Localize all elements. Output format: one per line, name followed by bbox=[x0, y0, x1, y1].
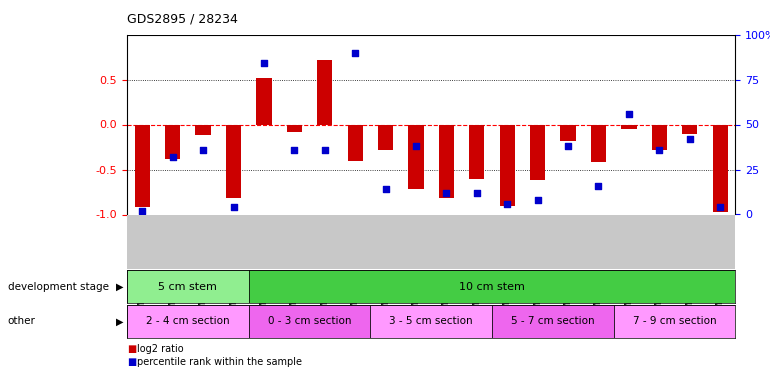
Text: ▶: ▶ bbox=[116, 282, 123, 292]
Bar bbox=[614, 305, 735, 338]
Bar bbox=[135, 124, 150, 207]
Bar bbox=[196, 124, 211, 135]
Text: 10 cm stem: 10 cm stem bbox=[459, 282, 525, 292]
Text: 7 - 9 cm section: 7 - 9 cm section bbox=[633, 316, 716, 326]
Bar bbox=[500, 124, 515, 206]
Point bbox=[288, 147, 300, 153]
Text: GDS2895 / 28234: GDS2895 / 28234 bbox=[127, 12, 238, 25]
Point bbox=[380, 186, 392, 192]
Point bbox=[440, 190, 453, 196]
Point bbox=[501, 201, 514, 207]
Point bbox=[714, 204, 726, 210]
Bar bbox=[621, 124, 637, 129]
Text: 5 cm stem: 5 cm stem bbox=[159, 282, 217, 292]
Bar bbox=[651, 124, 667, 150]
Text: development stage: development stage bbox=[8, 282, 109, 292]
Text: 2 - 4 cm section: 2 - 4 cm section bbox=[146, 316, 229, 326]
Bar bbox=[439, 124, 454, 198]
Bar bbox=[469, 124, 484, 178]
Bar bbox=[226, 124, 241, 198]
Bar bbox=[712, 124, 728, 212]
Text: ■: ■ bbox=[127, 344, 136, 354]
Bar bbox=[249, 270, 735, 303]
Bar bbox=[317, 60, 333, 124]
Point bbox=[166, 154, 179, 160]
Bar bbox=[408, 124, 424, 189]
Bar bbox=[249, 305, 370, 338]
Bar bbox=[530, 124, 545, 180]
Bar bbox=[591, 124, 606, 162]
Point bbox=[562, 143, 574, 149]
Text: 5 - 7 cm section: 5 - 7 cm section bbox=[511, 316, 594, 326]
Point bbox=[684, 136, 696, 142]
Bar bbox=[682, 124, 698, 134]
Text: 3 - 5 cm section: 3 - 5 cm section bbox=[390, 316, 473, 326]
Text: 0 - 3 cm section: 0 - 3 cm section bbox=[268, 316, 351, 326]
Point bbox=[653, 147, 665, 153]
Text: other: other bbox=[8, 316, 35, 326]
Point bbox=[197, 147, 209, 153]
Point bbox=[227, 204, 239, 210]
Text: percentile rank within the sample: percentile rank within the sample bbox=[137, 357, 302, 367]
Bar bbox=[165, 124, 180, 159]
Point bbox=[319, 147, 331, 153]
Bar bbox=[561, 124, 576, 141]
Point bbox=[410, 143, 422, 149]
Point bbox=[349, 50, 361, 55]
Point bbox=[531, 197, 544, 203]
Bar bbox=[127, 270, 249, 303]
Point bbox=[623, 111, 635, 117]
Bar bbox=[127, 305, 249, 338]
Bar bbox=[378, 124, 393, 150]
Bar bbox=[286, 124, 302, 132]
Point bbox=[470, 190, 483, 196]
Bar bbox=[492, 305, 614, 338]
Point bbox=[136, 208, 149, 214]
Bar bbox=[256, 78, 272, 124]
Point bbox=[258, 60, 270, 66]
Text: log2 ratio: log2 ratio bbox=[137, 344, 184, 354]
Point bbox=[592, 183, 604, 189]
Text: ■: ■ bbox=[127, 357, 136, 367]
Bar bbox=[370, 305, 492, 338]
Text: ▶: ▶ bbox=[116, 316, 123, 326]
Bar bbox=[347, 124, 363, 160]
